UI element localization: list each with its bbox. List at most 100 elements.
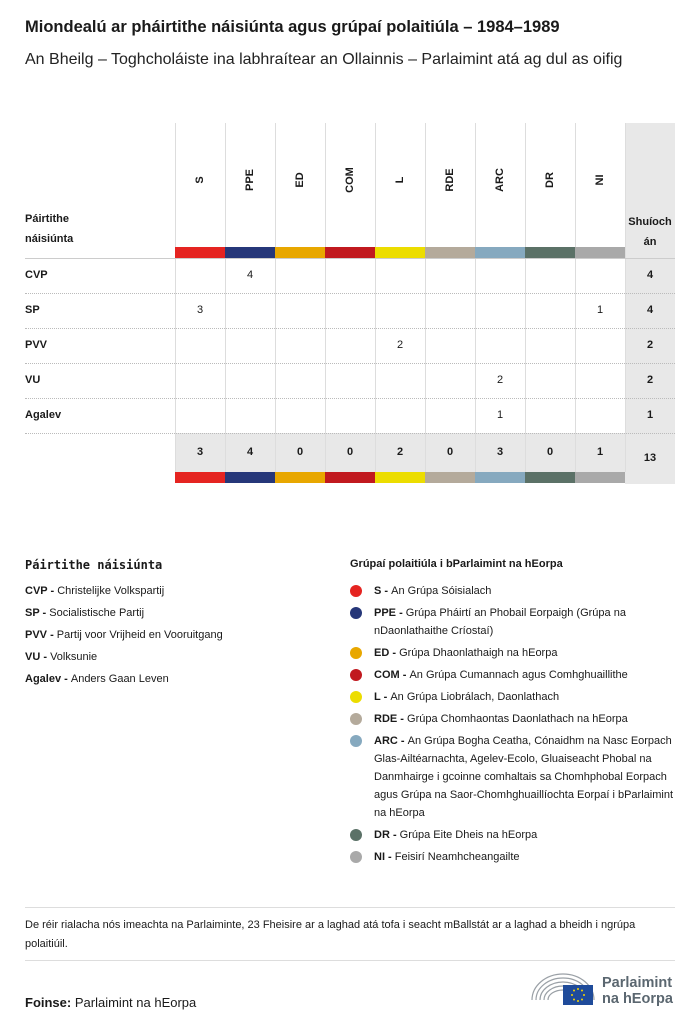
column-divider (525, 123, 526, 472)
column-header-rde: RDE (425, 123, 475, 247)
column-header-label: NI (594, 174, 606, 186)
row-divider (25, 363, 675, 364)
group-name: Grúpa Chomhaontas Daonlathach na hEorpa (407, 713, 628, 725)
column-total: 0 (296, 446, 304, 458)
page-subtitle: An Bheilg – Toghcholáiste ina labhraítea… (25, 51, 623, 68)
column-header-ni: NI (575, 123, 625, 247)
group-code: S (374, 585, 382, 597)
row-label: CVP (25, 269, 48, 281)
column-total: 0 (446, 446, 454, 458)
group-legend-item: ARC - An Grúpa Bogha Ceatha, Cónaidhm na… (374, 735, 673, 819)
table-cell: 3 (196, 304, 204, 316)
color-band-com (325, 247, 375, 258)
group-name: An Grúpa Liobrálach, Daonlathach (390, 691, 560, 703)
color-band-bottom-com (325, 472, 375, 483)
column-header-dr: DR (525, 123, 575, 247)
color-band-rde (425, 247, 475, 258)
group-name: Feisirí Neamhcheangailte (394, 851, 520, 863)
group-color-dot (350, 829, 362, 841)
row-divider (25, 328, 675, 329)
color-band-bottom-rde (425, 472, 475, 483)
column-total: 4 (246, 446, 254, 458)
column-header-label: S (194, 176, 206, 184)
color-band-bottom-ppe (225, 472, 275, 483)
row-divider (25, 433, 675, 434)
group-name: An Grúpa Bogha Ceatha, Cónaidhm na Nasc … (374, 735, 673, 819)
row-total: 1 (646, 409, 654, 421)
color-band-dr (525, 247, 575, 258)
group-color-dot (350, 607, 362, 619)
group-name: Grúpa Pháirtí an Phobail Eorpaigh (Grúpa… (374, 607, 626, 637)
party-legend-item: VU - Volksunie (25, 651, 98, 663)
table-cell: 1 (496, 409, 504, 421)
column-divider (425, 123, 426, 472)
party-legend-item: PVV - Partij voor Vrijheid en Vooruitgan… (25, 629, 223, 641)
group-code: RDE (374, 713, 398, 725)
party-code: VU (25, 651, 41, 663)
party-name: Socialistische Partij (49, 607, 145, 619)
ep-logo: Parlaimint na hEorpa (530, 970, 680, 1010)
column-total: 1 (596, 446, 604, 458)
column-header-label: RDE (444, 168, 456, 192)
column-header-com: COM (325, 123, 375, 247)
column-total: 3 (196, 446, 204, 458)
party-name: Christelijke Volkspartij (57, 585, 165, 597)
footnote: De réir rialacha nós imeachta na Parlaim… (25, 919, 636, 950)
column-header-arc: ARC (475, 123, 525, 247)
group-code: DR (374, 829, 390, 841)
column-divider (275, 123, 276, 472)
color-band-bottom-l (375, 472, 425, 483)
group-legend-item: S - An Grúpa Sóisialach (374, 585, 492, 597)
group-color-dot (350, 669, 362, 681)
party-code: Agalev (25, 673, 62, 685)
color-band-bottom-s (175, 472, 225, 483)
source-value: Parlaimint na hEorpa (74, 995, 197, 1010)
column-header-l: L (375, 123, 425, 247)
group-legend-item: COM - An Grúpa Cumannach agus Comhghuail… (374, 669, 628, 681)
group-name: Grúpa Eite Dheis na hEorpa (399, 829, 538, 841)
divider (25, 960, 675, 961)
column-header-ppe: PPE (225, 123, 275, 247)
color-band-l (375, 247, 425, 258)
party-name: Partij voor Vrijheid en Vooruitgang (56, 629, 223, 641)
group-legend-item: PPE - Grúpa Pháirtí an Phobail Eorpaigh … (374, 607, 626, 637)
group-code: NI (374, 851, 385, 863)
group-name: An Grúpa Sóisialach (391, 585, 492, 597)
column-header-label: L (394, 176, 406, 184)
group-name: An Grúpa Cumannach agus Comhghuaillithe (409, 669, 628, 681)
column-divider (225, 123, 226, 472)
row-divider (25, 293, 675, 294)
color-band-bottom-dr (525, 472, 575, 483)
parties-legend-title: Páirtithe náisiúnta (25, 558, 163, 572)
row-total: 4 (646, 269, 654, 281)
group-color-dot (350, 691, 362, 703)
color-band-ed (275, 247, 325, 258)
column-total: 2 (396, 446, 404, 458)
total-header: Shuíochán (628, 216, 672, 248)
color-band-bottom-ni (575, 472, 625, 483)
hemicycle-icon (531, 973, 595, 1005)
row-total: 2 (646, 339, 654, 351)
row-total: 2 (646, 374, 654, 386)
row-label: Agalev (25, 409, 62, 421)
column-divider (375, 123, 376, 472)
table-cell: 2 (396, 339, 404, 351)
group-legend-item: NI - Feisirí Neamhcheangailte (374, 851, 520, 863)
group-legend-item: ED - Grúpa Dhaonlathaigh na hEorpa (374, 647, 558, 659)
group-color-dot (350, 647, 362, 659)
column-divider (325, 123, 326, 472)
page-title: Miondealú ar pháirtithe náisiúnta agus g… (25, 18, 560, 36)
totals-row-bg (175, 433, 625, 472)
row-header: Páirtithe náisiúnta (25, 213, 74, 245)
color-band-bottom-ed (275, 472, 325, 483)
party-legend-item: Agalev - Anders Gaan Leven (25, 673, 169, 685)
divider (25, 907, 675, 908)
group-code: L (374, 691, 381, 703)
row-label: SP (25, 304, 40, 316)
group-code: ED (374, 647, 390, 659)
color-band-arc (475, 247, 525, 258)
header-divider (25, 258, 675, 259)
row-label: PVV (25, 339, 48, 351)
group-code: ARC (374, 735, 398, 747)
row-divider (25, 398, 675, 399)
